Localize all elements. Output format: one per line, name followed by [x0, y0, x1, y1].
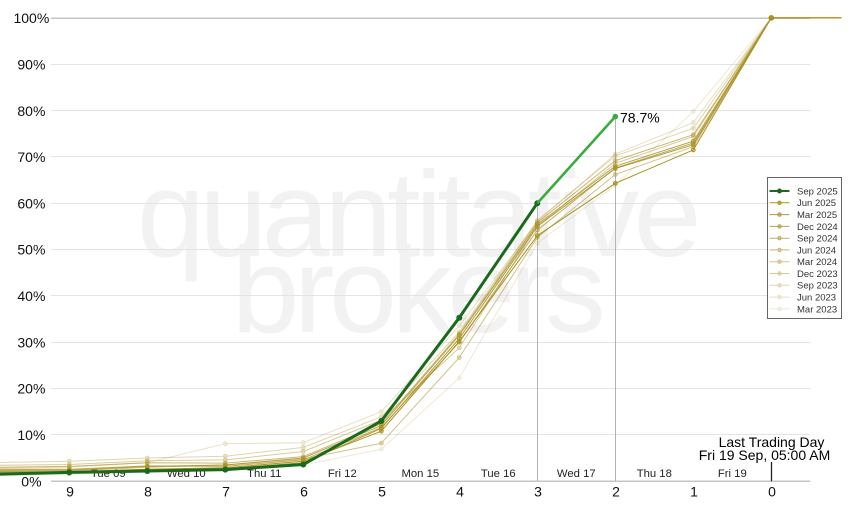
svg-text:Jun 2024: Jun 2024	[797, 245, 836, 256]
svg-text:7: 7	[222, 484, 230, 500]
svg-text:100%: 100%	[13, 10, 49, 26]
svg-text:Last Trading Day: Last Trading Day	[719, 434, 825, 450]
svg-text:Sep 2024: Sep 2024	[797, 234, 838, 245]
svg-text:6: 6	[300, 484, 308, 500]
svg-text:1: 1	[690, 484, 698, 500]
svg-text:quantitative: quantitative	[137, 146, 697, 282]
svg-text:4: 4	[456, 484, 464, 500]
svg-text:Fri 19 Sep, 05:00 AM: Fri 19 Sep, 05:00 AM	[699, 447, 831, 463]
svg-text:70%: 70%	[17, 149, 45, 165]
svg-text:8: 8	[144, 484, 152, 500]
svg-text:Wed 17: Wed 17	[557, 468, 596, 480]
svg-text:90%: 90%	[17, 56, 45, 72]
svg-text:30%: 30%	[17, 334, 45, 350]
svg-text:40%: 40%	[17, 288, 45, 304]
svg-text:Fri 12: Fri 12	[328, 468, 357, 480]
svg-text:Mar 2025: Mar 2025	[797, 210, 837, 221]
svg-text:brokers: brokers	[231, 222, 601, 358]
svg-text:Fri 19: Fri 19	[718, 468, 747, 480]
svg-text:0%: 0%	[21, 473, 41, 489]
svg-text:Sep 2025: Sep 2025	[797, 186, 838, 197]
svg-text:10%: 10%	[17, 427, 45, 443]
svg-text:0: 0	[768, 484, 776, 500]
svg-text:Tue 16: Tue 16	[481, 468, 516, 480]
svg-text:Jun 2023: Jun 2023	[797, 293, 836, 304]
svg-text:Mar 2024: Mar 2024	[797, 257, 837, 268]
svg-text:60%: 60%	[17, 195, 45, 211]
svg-text:9: 9	[66, 484, 74, 500]
svg-text:Sep 2023: Sep 2023	[797, 281, 838, 292]
svg-text:2: 2	[612, 484, 620, 500]
svg-text:Mon 15: Mon 15	[401, 468, 439, 480]
svg-text:Mar 2023: Mar 2023	[797, 304, 837, 315]
svg-text:Thu 18: Thu 18	[637, 468, 672, 480]
svg-text:5: 5	[378, 484, 386, 500]
svg-text:Thu 11: Thu 11	[247, 468, 281, 480]
svg-text:80%: 80%	[17, 103, 45, 119]
svg-text:78.7%: 78.7%	[620, 110, 660, 126]
svg-text:20%: 20%	[17, 381, 45, 397]
svg-text:Dec 2023: Dec 2023	[797, 269, 838, 280]
svg-text:50%: 50%	[17, 242, 45, 258]
svg-text:3: 3	[534, 484, 542, 500]
svg-text:Jun 2025: Jun 2025	[797, 198, 836, 209]
svg-text:Dec 2024: Dec 2024	[797, 222, 838, 233]
